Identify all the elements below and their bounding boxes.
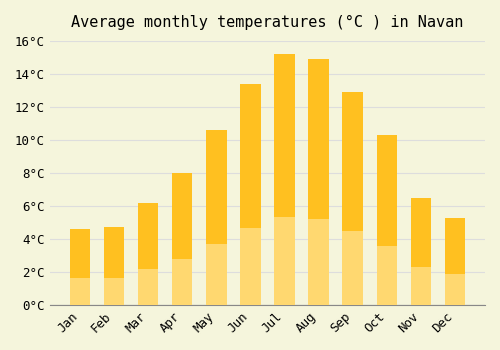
- Bar: [274, 217, 294, 305]
- Bar: [240, 84, 260, 305]
- Bar: [206, 244, 227, 305]
- Bar: [172, 259, 193, 305]
- Bar: [410, 267, 431, 305]
- Bar: [138, 269, 158, 305]
- Bar: [376, 245, 397, 305]
- Bar: [240, 228, 260, 305]
- Bar: [274, 54, 294, 305]
- Bar: [104, 278, 124, 305]
- Bar: [445, 218, 465, 305]
- Bar: [104, 228, 124, 305]
- Bar: [206, 130, 227, 305]
- Bar: [70, 229, 90, 305]
- Title: Average monthly temperatures (°C ) in Navan: Average monthly temperatures (°C ) in Na…: [71, 15, 464, 30]
- Bar: [308, 59, 329, 305]
- Bar: [172, 173, 193, 305]
- Bar: [342, 231, 363, 305]
- Bar: [376, 135, 397, 305]
- Bar: [342, 92, 363, 305]
- Bar: [138, 203, 158, 305]
- Bar: [70, 279, 90, 305]
- Bar: [445, 274, 465, 305]
- Bar: [410, 198, 431, 305]
- Bar: [308, 219, 329, 305]
